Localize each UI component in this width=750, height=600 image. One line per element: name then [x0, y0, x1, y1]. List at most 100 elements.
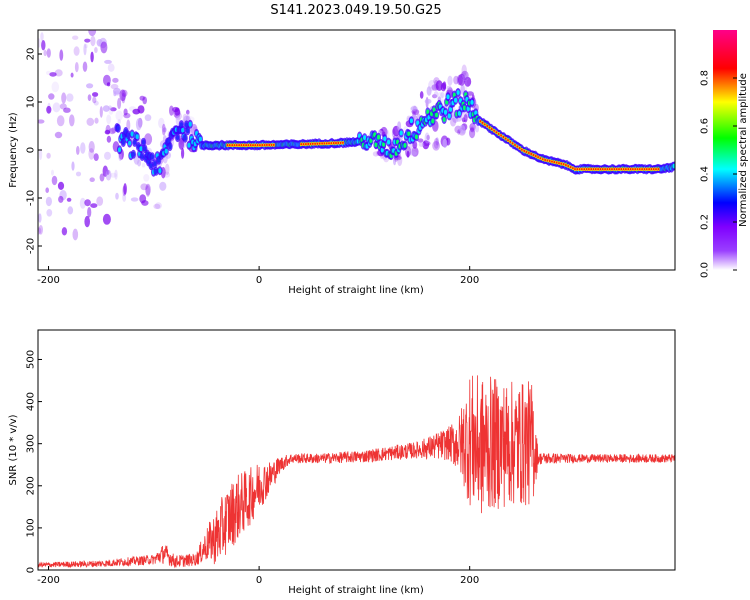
spectrogram-ridge-core [181, 127, 185, 133]
spectrogram-y-tick-label: -10 [26, 190, 37, 206]
spectrogram-ridge-peak [259, 144, 261, 147]
spectrogram-ridge-core [414, 134, 418, 140]
spectrogram-ridge-peak [256, 144, 259, 147]
spectrogram-ridge-peak [514, 143, 516, 147]
spectrogram-ridge-peak [486, 124, 489, 128]
spectrogram-ridge-peak [305, 142, 307, 146]
spectrogram-ridge-peak [576, 168, 579, 171]
spectrogram-noise-blob [432, 94, 438, 99]
spectrogram-noise-blob [446, 85, 452, 91]
spectrogram-ridge-core [187, 142, 191, 148]
spectrogram-ridge-peak [541, 158, 544, 161]
spectrogram-noise-blob [424, 98, 432, 104]
spectrogram-noise-blob [45, 196, 53, 207]
spectrogram-noise-blob [104, 151, 111, 160]
spectrogram-noise-blob [107, 63, 115, 72]
spectrogram-noise-blob [158, 117, 165, 129]
spectrogram-ridge-peak [530, 152, 533, 156]
spectrogram-ridge-peak [648, 168, 650, 171]
spectrogram-noise-blob [38, 38, 41, 48]
spectrogram-noise-blob [145, 183, 151, 196]
spectrogram-ridge-core [140, 154, 144, 159]
spectrogram-noise-blob [66, 197, 72, 202]
spectrogram-ridge-core [457, 111, 461, 116]
spectrogram-ridge-peak [314, 142, 316, 145]
spectrogram-panel: -200 0 200 -20 -10 0 10 20 Height of straight l… [8, 29, 676, 296]
spectrogram-noise-blob [92, 96, 97, 104]
spectrogram-noise-blob [463, 80, 468, 92]
spectrogram-ridge-peak [634, 168, 637, 171]
spectrogram-ridge-peak [627, 168, 630, 171]
spectrogram-ridge-peak [620, 168, 623, 171]
spectrogram-ridge-peak [555, 161, 558, 164]
spectrogram-noise-blob [137, 159, 142, 167]
spectrogram-ridge-peak [493, 129, 495, 132]
spectrogram-y-label: Frequency (Hz) [8, 112, 19, 188]
spectrogram-noise-blob [461, 117, 466, 123]
spectrogram-axes: -200 0 200 -20 -10 0 10 20 [26, 48, 480, 286]
spectrogram-ridge-core [443, 109, 448, 115]
spectrogram-noise-blob [411, 147, 419, 157]
colorbar: 0.0 0.2 0.4 0.6 0.8 Normalized spectral ampl… [700, 30, 749, 278]
spectrogram-noise-blob [115, 110, 123, 121]
spectrogram-noise-blob [460, 73, 469, 81]
colorbar-tick-label: 0.0 [700, 262, 711, 278]
spectrogram-ridge-peak [523, 149, 526, 153]
spectrogram-ridge-peak [504, 137, 507, 140]
spectrogram-noise-blob [470, 123, 477, 133]
snr-x-tick-label: 0 [256, 575, 262, 586]
spectrogram-ridge-core [143, 146, 147, 152]
spectrogram-noise-blob [174, 107, 181, 116]
spectrogram-noise-blob [46, 209, 53, 217]
spectrogram-ridge-peak [337, 141, 340, 145]
snr-x-label: Height of straight line (km) [288, 585, 424, 596]
spectrogram-noise-blob [79, 197, 86, 209]
spectrogram-noise-blob [94, 47, 98, 53]
spectrogram-ridge-peak [226, 144, 229, 147]
spectrogram-noise-blob [58, 195, 64, 203]
spectrogram-ridge-core [383, 136, 387, 142]
spectrogram-noise-blob [75, 171, 82, 177]
spectrogram-ridge-peak [565, 163, 567, 167]
spectrogram-noise-blob [469, 123, 476, 131]
spectrogram-ridge-core [186, 128, 190, 134]
snr-y-tick-label: 400 [26, 392, 37, 411]
spectrogram-ridge-peak [311, 142, 314, 145]
spectrogram-noise-blob [57, 181, 65, 190]
spectrogram-noise-blob [82, 61, 88, 72]
spectrogram-noise-blob [169, 105, 174, 116]
spectrogram-noise-blob [51, 175, 58, 186]
spectrogram-noise-blob [144, 133, 153, 146]
spectrogram-ridge-peak [245, 144, 248, 147]
spectrogram-noise-blob [70, 72, 74, 78]
spectrogram-noise-blob [40, 32, 44, 42]
spectrogram-noise-blob [74, 62, 79, 73]
spectrogram-ridge-core [409, 118, 413, 124]
spectrogram-noise-blob [459, 124, 466, 134]
spectrogram-noise-blob [141, 162, 146, 168]
spectrogram-noise-blob [51, 81, 60, 93]
spectrogram-ridge-core [183, 135, 187, 141]
spectrogram-noise-blob [110, 107, 117, 112]
spectrogram-noise-blob [71, 161, 75, 171]
spectrogram-noise-blob [63, 107, 71, 113]
spectrogram-ridge-peak [497, 132, 500, 136]
spectrogram-noise-blob [41, 40, 46, 51]
spectrogram-noise-blob [422, 140, 430, 150]
colorbar-tick-label: 0.6 [700, 118, 711, 134]
spectrogram-noise-blob [84, 215, 90, 228]
snr-x-tick-label: 200 [460, 575, 479, 586]
spectrogram-noise-blob [46, 152, 51, 159]
spectrogram-noise-blob [100, 41, 108, 54]
spectrogram-ridge-peak [539, 157, 542, 160]
spectrogram-ridge-peak [316, 142, 319, 145]
spectrogram-noise-blob [108, 107, 114, 115]
spectrogram-ridge-core [153, 161, 157, 167]
spectrogram-ridge-peak [548, 159, 551, 163]
spectrogram-ridge-peak [583, 168, 586, 171]
spectrogram-ridge-core [188, 121, 192, 127]
spectrogram-ridge-core [380, 147, 384, 153]
spectrogram-noise-blob [86, 117, 95, 126]
spectrogram-noise-blob [99, 106, 103, 118]
